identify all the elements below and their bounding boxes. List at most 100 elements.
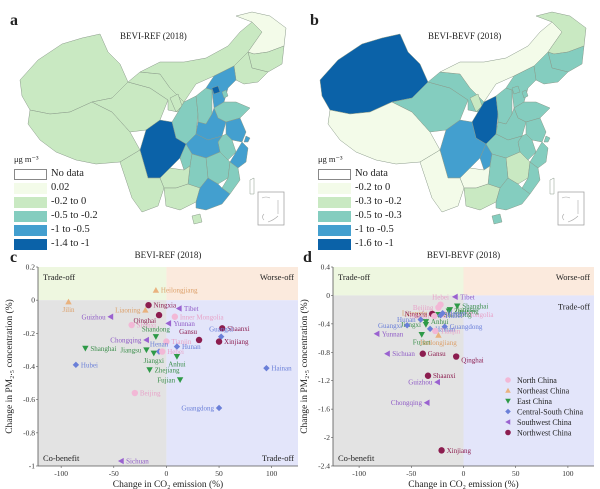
- point-marker-shaanxi: [424, 372, 432, 379]
- province-hainan: [491, 213, 503, 225]
- point-label: Hunan: [182, 343, 201, 351]
- legend-label: East China: [517, 397, 552, 406]
- point-label: Guangdong: [181, 404, 214, 412]
- legend-swatch: [14, 168, 47, 180]
- point-marker-zhejiang: [445, 308, 453, 315]
- point-marker-ningxia: [145, 301, 152, 309]
- point-marker-chongqing: [143, 336, 149, 344]
- y-tick-label: -0.2: [23, 329, 35, 338]
- point-marker-hunan: [173, 343, 181, 350]
- point-marker-shanghai: [454, 303, 461, 310]
- province-tianjin: [521, 89, 529, 99]
- x-tick-label: 50: [512, 469, 520, 478]
- point-label: Liaoning: [115, 307, 141, 315]
- point-marker-xinjiang: [438, 447, 445, 454]
- point-label: Tianjin: [171, 338, 191, 346]
- quadrant-label-bottom-right: Trade-off: [558, 301, 590, 311]
- legend-item: -0.5 to -0.2: [14, 209, 98, 223]
- point-label: Shanxi: [137, 322, 157, 330]
- scatter-chart-d: BEVI-BEVF (2018) Trade-off Worse-off Co-ben…: [300, 250, 594, 489]
- quadrant-label-top-right: Worse-off: [556, 272, 590, 282]
- legend-label: No data: [51, 168, 84, 179]
- x-tick-label: 100: [562, 469, 574, 478]
- x-tick-label: -100: [54, 469, 68, 478]
- quadrant-top-left: [333, 267, 464, 296]
- legend-label: Northwest China: [517, 428, 572, 437]
- point-label: Guangxi: [378, 322, 402, 330]
- point-label: Qinghai: [133, 317, 156, 325]
- map-legend-b: μg m⁻³ No data -0.2 to 0 -0.3 to -0.2 -0.5 …: [318, 152, 402, 251]
- point-marker-xinjiang: [215, 338, 223, 345]
- point-marker-gansu: [419, 350, 426, 357]
- legend-marker: [505, 377, 511, 383]
- x-tick-label: -50: [406, 469, 416, 478]
- province-hainan: [191, 213, 203, 225]
- legend-label: -0.5 to -0.3: [355, 210, 402, 221]
- point-label: Heilongjiang: [420, 339, 457, 347]
- point-label: Guizhou: [82, 313, 107, 321]
- south-china-sea-inset: [257, 191, 285, 226]
- y-tick-label: -2.4: [318, 462, 330, 471]
- point-label: Fujian: [157, 376, 175, 384]
- legend-swatch: [14, 196, 47, 208]
- point-label: Jiangxi: [144, 357, 164, 365]
- quadrant-bottom-left: [38, 300, 167, 466]
- point-marker-anhui: [173, 353, 181, 360]
- legend-item: -0.2 to 0: [14, 195, 98, 209]
- point-marker-jiangsu: [143, 347, 150, 354]
- point-label: Xinjiang: [447, 447, 472, 455]
- y-tick-label: -2: [324, 433, 330, 442]
- y-tick-label: -0.8: [318, 348, 330, 357]
- legend-label: Central-South China: [517, 407, 583, 416]
- legend-label: North China: [517, 376, 557, 385]
- scatter-panel-c: c BEVI-REF (2018) Trade-off Worse-off Co-be…: [0, 245, 300, 489]
- panel-letter-b: b: [310, 12, 319, 29]
- point-marker-beijing: [435, 304, 442, 311]
- point-label: Hainan: [435, 325, 456, 333]
- legend-swatch: [318, 210, 351, 222]
- point-marker-jilin: [65, 298, 72, 305]
- y-tick-label: 0: [326, 291, 330, 300]
- point-label: Yunnan: [382, 330, 404, 338]
- province-guangdong: [495, 177, 531, 211]
- chart-title: BEVI-BEVF (2018): [427, 250, 500, 260]
- point-label: Guizhou: [408, 379, 433, 387]
- quadrant-label-bottom-left: Co-benefit: [338, 453, 375, 463]
- panel-letter-c: c: [10, 249, 18, 266]
- y-axis-label: Change in PM₂.₅ concentration (%): [300, 299, 310, 434]
- province-taiwan: [549, 177, 555, 195]
- point-marker-jiangxi: [150, 350, 157, 357]
- point-label: Gansu: [428, 350, 446, 358]
- y-tick-label: -0.6: [23, 395, 35, 404]
- point-label: Ningxia: [405, 310, 428, 318]
- point-label: Shandong: [142, 326, 171, 334]
- province-taiwan: [249, 177, 255, 195]
- point-marker-inner-mongolia: [171, 313, 179, 320]
- point-marker-guizhou: [107, 313, 114, 320]
- point-label: Hainan: [271, 365, 292, 373]
- province-layer: [19, 11, 287, 225]
- point-label: Inner Mongolia: [450, 311, 495, 319]
- point-marker-hebei: [159, 348, 166, 355]
- point-marker-jiangxi: [422, 322, 430, 328]
- y-tick-label: 0.2: [26, 263, 36, 272]
- legend-item: -1.4 to -1: [14, 237, 98, 251]
- legend-label: -0.2 to 0: [355, 182, 391, 193]
- y-tick-label: -1.2: [318, 376, 330, 385]
- map-panel-a: a BEVI-REF (2018) μg m⁻³ No data 0.02 -0.2…: [0, 0, 300, 250]
- province-tianjin: [221, 89, 229, 99]
- point-label: Shaanxi: [433, 372, 456, 380]
- province-shanghai: [543, 135, 551, 143]
- point-marker-hainan: [263, 364, 270, 372]
- province-hebei: [205, 65, 237, 109]
- quadrant-backgrounds: [38, 267, 298, 466]
- point-marker-henan: [439, 309, 446, 317]
- province-qinghai: [391, 81, 469, 133]
- point-label: Shanxi: [410, 313, 430, 321]
- point-label: Shandong: [443, 311, 472, 319]
- quadrant-label-top-left: Trade-off: [338, 272, 370, 282]
- point-label: Hubei: [81, 361, 98, 369]
- quadrant-bottom-right: [166, 300, 298, 466]
- scatter-chart-c: BEVI-REF (2018) Trade-off Worse-off Co-bene…: [4, 250, 298, 489]
